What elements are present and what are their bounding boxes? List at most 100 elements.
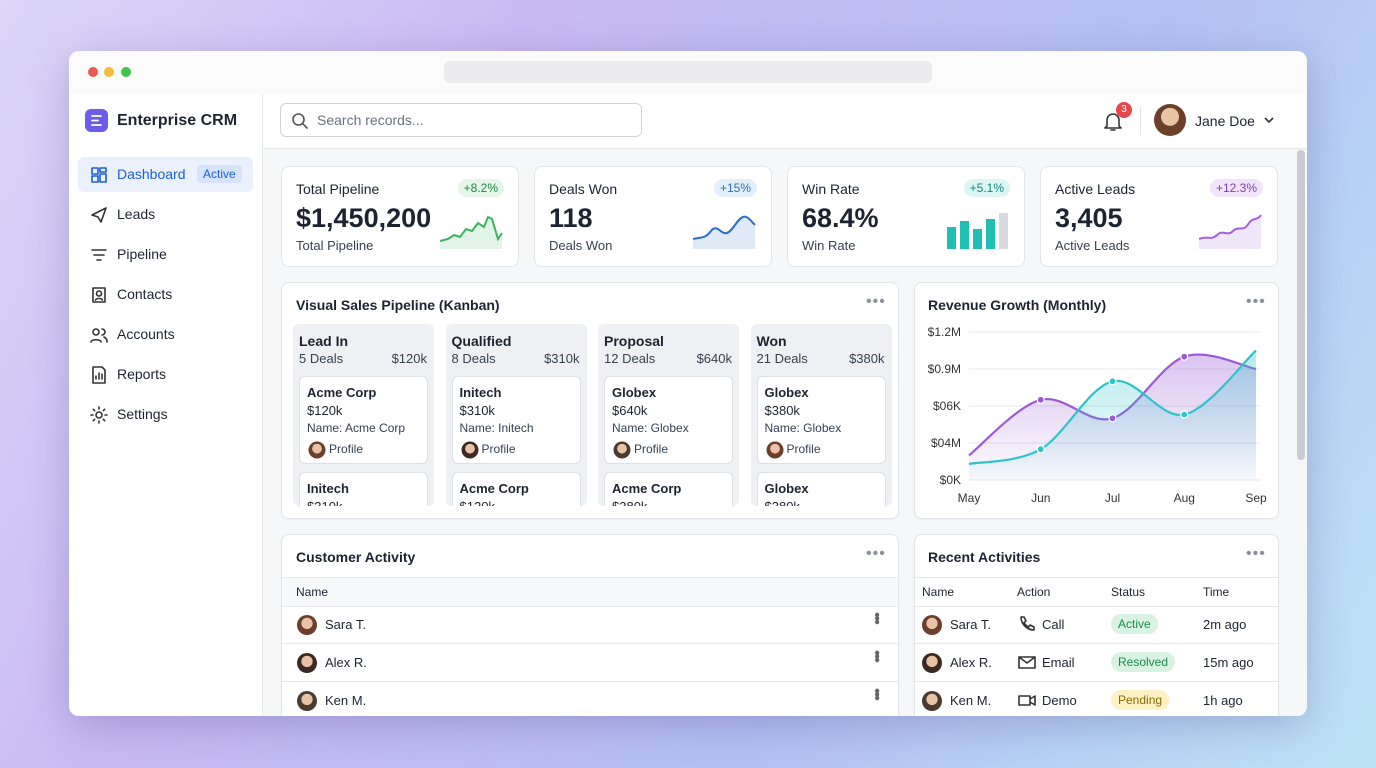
column-count: 21 Deals bbox=[756, 351, 808, 366]
customer-name: Alex R. bbox=[325, 655, 367, 670]
nav-icon-shape bbox=[90, 406, 108, 424]
nav-icon bbox=[90, 328, 108, 343]
activity-action: Call bbox=[1042, 617, 1065, 632]
avatar bbox=[297, 615, 317, 635]
activity-action: Email bbox=[1042, 655, 1075, 670]
deal-card[interactable]: Globex $380k Name: Globex Profile bbox=[756, 376, 886, 464]
more-menu[interactable]: ••• bbox=[866, 545, 886, 562]
more-menu[interactable]: ••• bbox=[1246, 293, 1266, 310]
nav-icon-shape bbox=[91, 249, 107, 261]
table-row[interactable]: Ken M. Demo Pending 1h ago bbox=[915, 682, 1278, 716]
deal-amount: $640k bbox=[612, 403, 648, 418]
activity-time: 2m ago bbox=[1203, 617, 1247, 632]
kpi-value: $1,450,200 bbox=[296, 203, 432, 233]
sparkline-bar bbox=[947, 227, 956, 249]
minimize-button[interactable] bbox=[104, 67, 114, 77]
kpi-label: Deals Won bbox=[549, 238, 613, 253]
deal-profile-link[interactable]: Profile bbox=[481, 442, 516, 456]
deal-card[interactable]: Initech $310k Name: Initech Profile bbox=[451, 376, 581, 464]
deal-profile-link[interactable]: Profile bbox=[634, 442, 669, 456]
sparkline-bar bbox=[999, 213, 1008, 249]
kpi-label: Active Leads bbox=[1055, 238, 1130, 253]
deal-card[interactable]: Acme Corp $120k bbox=[451, 472, 581, 506]
deal-company: Initech bbox=[459, 385, 502, 400]
divider bbox=[1140, 107, 1141, 135]
kpi-label: Total Pipeline bbox=[296, 238, 374, 253]
column-count: 8 Deals bbox=[451, 351, 496, 366]
deal-card[interactable]: Globex $380k bbox=[756, 472, 886, 506]
search-box[interactable]: Search records... bbox=[280, 103, 642, 137]
table-row[interactable]: Sara T. Call Active 2m ago bbox=[915, 606, 1278, 644]
column-header: Time bbox=[1203, 585, 1230, 599]
deal-profile-link[interactable]: Profile bbox=[329, 442, 364, 456]
user-menu-chevron[interactable] bbox=[1263, 114, 1275, 126]
row-menu[interactable]: ••• bbox=[868, 688, 885, 699]
kpi-change: +12.3% bbox=[1209, 179, 1263, 197]
deal-profile-link[interactable]: Profile bbox=[786, 442, 821, 456]
close-button[interactable] bbox=[88, 67, 98, 77]
kpi-card: Win Rate +5.1% 68.4% Win Rate bbox=[787, 166, 1025, 267]
kpi-value: 118 bbox=[549, 203, 593, 233]
revenue-chart: $0K $04M $06K $0.9M $1.2M May Jun Jul Aug Sep bbox=[928, 325, 1267, 505]
table-row[interactable]: Alex R. ••• bbox=[282, 644, 898, 682]
sparkline-area bbox=[1199, 215, 1261, 249]
chart-title: Revenue Growth (Monthly) bbox=[928, 297, 1107, 313]
kanban-column: Lead In 5 Deals $120k Acme Corp $120k Name: A… bbox=[293, 324, 434, 506]
scrollbar[interactable] bbox=[1297, 150, 1305, 460]
notification-bell[interactable] bbox=[1102, 109, 1124, 133]
deal-amount: $380k bbox=[764, 403, 800, 418]
y-tick-label: $04M bbox=[931, 436, 961, 450]
column-title: Lead In bbox=[299, 333, 349, 349]
activity-name: Sara T. bbox=[950, 617, 991, 632]
deal-card[interactable]: Initech $310k bbox=[299, 472, 428, 506]
deal-contact: Name: Acme Corp bbox=[307, 421, 406, 435]
x-tick-label: Sep bbox=[1245, 491, 1267, 505]
nav-item[interactable]: Accounts bbox=[78, 317, 253, 352]
more-menu[interactable]: ••• bbox=[1246, 545, 1266, 562]
customer-activity-title: Customer Activity bbox=[296, 549, 416, 565]
column-title: Won bbox=[756, 333, 787, 349]
row-menu[interactable]: ••• bbox=[868, 612, 885, 623]
nav-item[interactable]: Dashboard Active bbox=[78, 157, 253, 192]
column-title: Proposal bbox=[604, 333, 664, 349]
kpi-title: Total Pipeline bbox=[296, 181, 380, 197]
nav-icon bbox=[91, 207, 107, 223]
nav-item[interactable]: Reports bbox=[78, 357, 253, 392]
address-bar[interactable] bbox=[444, 61, 932, 83]
avatar bbox=[297, 653, 317, 673]
table-row[interactable]: Ken M. ••• bbox=[282, 682, 898, 716]
nav-icon bbox=[92, 366, 106, 384]
deal-amount: $120k bbox=[460, 499, 495, 506]
avatar bbox=[461, 441, 478, 459]
nav-label: Reports bbox=[117, 366, 167, 382]
nav-label: Contacts bbox=[117, 286, 173, 302]
table-row[interactable]: Alex R. Email Resolved 15m ago bbox=[915, 644, 1278, 682]
data-point bbox=[1036, 395, 1045, 404]
nav-item[interactable]: Pipeline bbox=[78, 237, 253, 272]
deal-card[interactable]: Acme Corp $380k bbox=[604, 472, 733, 506]
deal-card[interactable]: Acme Corp $120k Name: Acme Corp Profile bbox=[299, 376, 428, 464]
avatar bbox=[922, 615, 942, 635]
kpi-card: Deals Won +15% 118 Deals Won bbox=[534, 166, 772, 267]
x-tick-label: Aug bbox=[1174, 491, 1195, 505]
nav-item[interactable]: Contacts bbox=[78, 277, 253, 312]
table-header bbox=[915, 577, 1278, 607]
user-avatar[interactable] bbox=[1154, 104, 1186, 136]
sidebar bbox=[69, 94, 263, 716]
column-amount: $380k bbox=[849, 351, 885, 366]
logo bbox=[85, 109, 108, 132]
maximize-button[interactable] bbox=[121, 67, 131, 77]
user-name[interactable]: Jane Doe bbox=[1195, 113, 1255, 129]
row-menu[interactable]: ••• bbox=[868, 650, 885, 661]
table-row[interactable]: Sara T. ••• bbox=[282, 606, 898, 644]
avatar bbox=[308, 441, 326, 459]
column-count: 12 Deals bbox=[604, 351, 656, 366]
more-menu[interactable]: ••• bbox=[866, 293, 886, 310]
nav-icon bbox=[91, 167, 107, 183]
nav-item[interactable]: Settings bbox=[78, 397, 253, 432]
kpi-title: Active Leads bbox=[1055, 181, 1136, 197]
deal-card[interactable]: Globex $640k Name: Globex Profile bbox=[604, 376, 733, 464]
search-icon bbox=[292, 113, 308, 129]
nav-item[interactable]: Leads bbox=[78, 197, 253, 232]
deal-amount: $380k bbox=[765, 499, 800, 506]
